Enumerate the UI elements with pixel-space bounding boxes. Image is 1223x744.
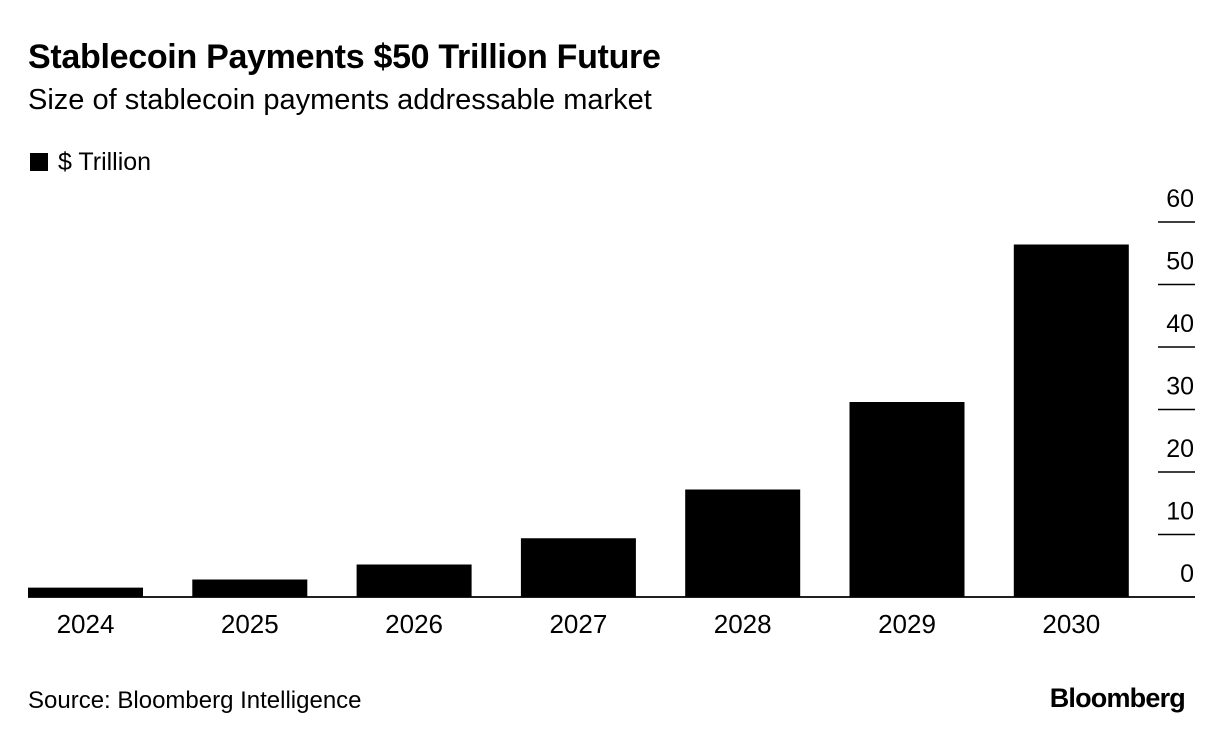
y-tick-label: 50 [1166,248,1194,276]
bar-2027 [520,538,636,597]
chart-title: Stablecoin Payments $50 Trillion Future [28,38,661,76]
y-tick-label: 20 [1166,435,1194,463]
y-tick-label: 60 [1166,185,1194,213]
bar-2028 [685,489,801,597]
legend-swatch [30,153,48,171]
y-tick-label: 10 [1166,498,1194,526]
bar-2024 [28,587,143,597]
x-tick-label: 2027 [549,609,607,639]
bar-2026 [356,564,472,597]
bloomberg-logo: Bloomberg [1049,683,1186,713]
legend-label: $ Trillion [58,147,152,176]
bar-2030 [1013,244,1129,597]
x-tick-label: 2029 [878,609,936,639]
x-tick-label: 2028 [714,609,772,639]
y-tick-label: 0 [1180,560,1194,588]
y-tick-label: 40 [1166,310,1194,338]
bar-2029 [849,402,965,597]
x-tick-label: 2030 [1042,609,1100,639]
x-tick-label: 2026 [385,609,443,639]
x-tick-label: 2024 [57,609,115,639]
chart-subtitle: Size of stablecoin payments addressable … [28,84,652,116]
y-tick-label: 30 [1166,373,1194,401]
bar-2025 [192,579,308,597]
x-tick-label: 2025 [221,609,279,639]
legend: $ Trillion [30,146,151,178]
source-note: Source: Bloomberg Intelligence [28,687,362,714]
